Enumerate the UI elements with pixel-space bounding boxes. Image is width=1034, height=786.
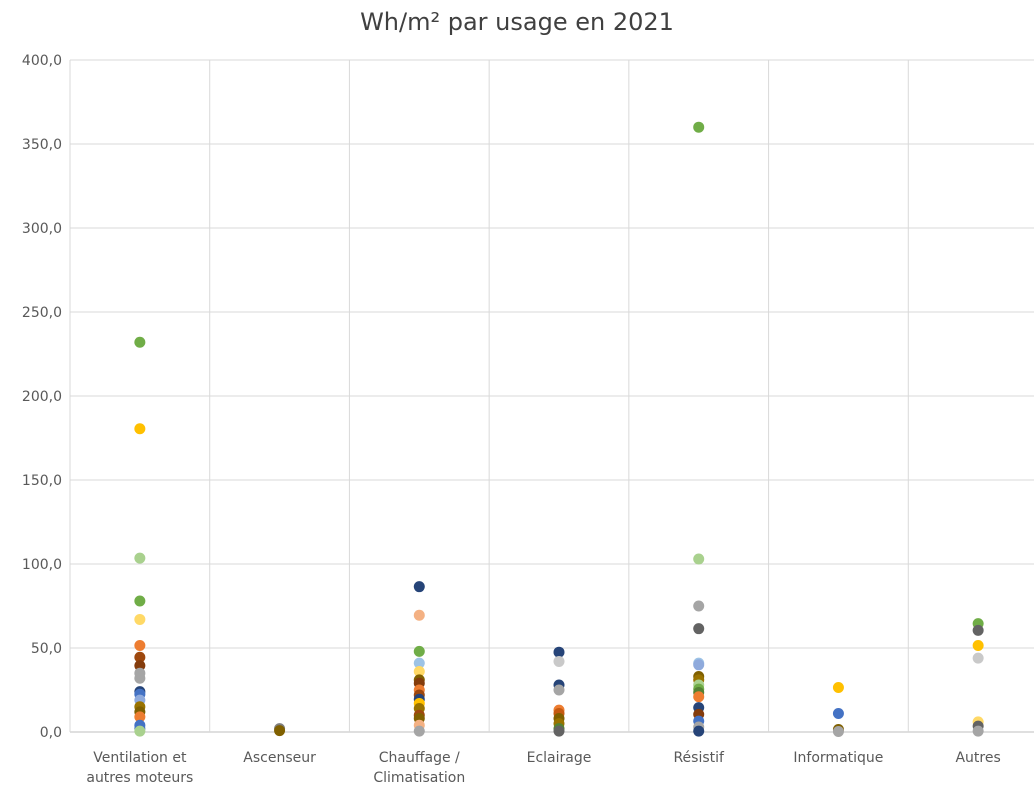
data-point: [693, 121, 705, 133]
grid-lines: [69, 59, 1034, 733]
data-point: [413, 657, 425, 669]
y-tick-label: 0,0: [40, 725, 62, 741]
data-point: [972, 725, 984, 737]
data-point: [693, 659, 705, 671]
data-point: [413, 609, 425, 621]
y-tick-label: 200,0: [22, 389, 62, 405]
data-point: [972, 639, 984, 651]
data-point: [832, 681, 844, 693]
data-point: [832, 708, 844, 720]
data-point: [134, 552, 146, 564]
data-point: [134, 660, 146, 672]
y-tick-label: 100,0: [22, 557, 62, 573]
y-tick-label: 150,0: [22, 473, 62, 489]
data-point: [693, 725, 705, 737]
data-point: [134, 595, 146, 607]
x-category-label: Ventilation et autres moteurs: [86, 750, 193, 786]
data-point: [693, 553, 705, 565]
data-point: [972, 624, 984, 636]
data-points: [134, 121, 984, 737]
x-category-label: Ascenseur: [243, 750, 316, 766]
y-axis-ticks: 0,0 50,0 100,0 150,0 200,0 250,0 300,0 350,0 400…: [22, 53, 62, 741]
data-point: [413, 666, 425, 678]
data-point: [134, 639, 146, 651]
x-axis-categories: Ventilation et autres moteurs Ascenseur Cha…: [86, 750, 1000, 786]
x-category-label: Eclairage: [527, 750, 592, 766]
y-tick-label: 250,0: [22, 305, 62, 321]
data-point: [553, 655, 565, 667]
data-point: [134, 423, 146, 435]
data-point: [413, 725, 425, 737]
data-point: [693, 623, 705, 635]
data-point: [134, 613, 146, 625]
y-tick-label: 350,0: [22, 137, 62, 153]
x-category-label: Résistif: [673, 750, 725, 766]
data-point: [134, 336, 146, 348]
chart-title: Wh/m² par usage en 2021: [360, 8, 674, 36]
data-point: [832, 725, 844, 737]
data-point: [134, 672, 146, 684]
data-point: [693, 691, 705, 703]
y-tick-label: 50,0: [31, 641, 62, 657]
y-tick-label: 400,0: [22, 53, 62, 69]
y-tick-label: 300,0: [22, 221, 62, 237]
data-point: [553, 684, 565, 696]
x-category-label: Informatique: [793, 750, 883, 766]
data-point: [553, 646, 565, 658]
x-category-label: Chauffage / Climatisation: [373, 750, 465, 786]
data-point: [134, 651, 146, 663]
data-point: [413, 645, 425, 657]
data-point: [413, 581, 425, 593]
data-point: [134, 725, 146, 737]
data-point: [972, 652, 984, 664]
data-point: [134, 711, 146, 723]
data-point: [274, 725, 286, 737]
data-point: [553, 725, 565, 737]
x-category-label: Autres: [955, 750, 1000, 766]
data-point: [693, 600, 705, 612]
